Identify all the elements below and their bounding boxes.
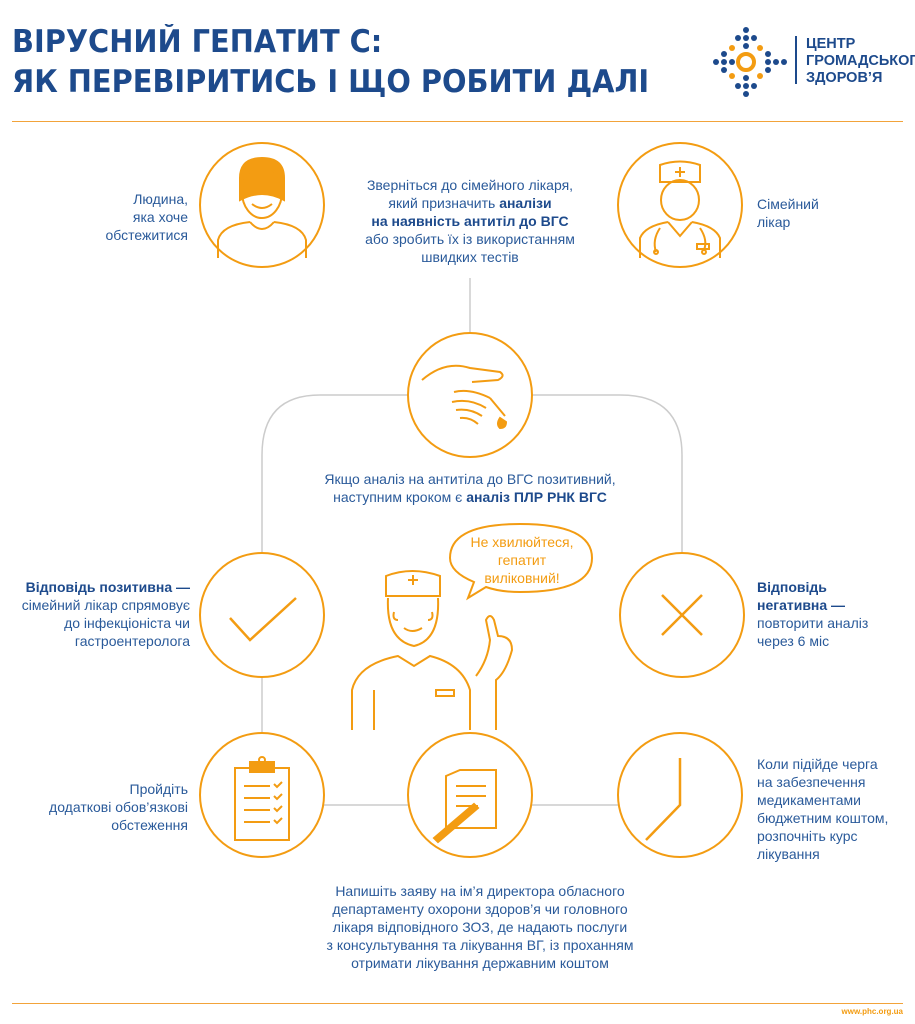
text-line: розпочніть курс (757, 828, 858, 844)
text-line: або зробить їх із використанням (365, 231, 575, 247)
text-line: обстежитися (105, 227, 188, 243)
text-line: лікаря відповідного ЗОЗ, де надають посл… (332, 919, 628, 935)
connectors (261, 278, 683, 806)
logo-line: ЦЕНТР (806, 36, 856, 52)
test-circle (407, 332, 533, 458)
text-line: обстеження (111, 817, 188, 833)
text-line: лікар (757, 214, 791, 230)
doctor-icon (639, 160, 721, 258)
person-icon (217, 156, 307, 258)
connector-line (261, 394, 408, 553)
bubble-line: виліковний! (484, 570, 560, 586)
clipboard-circle (199, 732, 325, 858)
text-bold: Відповідь позитивна — (25, 579, 190, 595)
text-line: Зверніться до сімейного лікаря, (366, 177, 574, 193)
person-circle (199, 142, 325, 268)
text-line: з консультування та лікування ВГ, із про… (326, 937, 634, 953)
bubble-line: Не хвилюйтеся, (470, 534, 574, 550)
central-doctor-icon (351, 570, 514, 730)
test-result-text: Якщо аналіз на антитіла до ВГС позитивни… (280, 470, 660, 506)
text-line: Якщо аналіз на антитіла до ВГС позитивни… (324, 471, 616, 487)
clipboard-icon (234, 756, 290, 841)
text-line: лікування (757, 846, 820, 862)
text-line: на забезпечення (757, 774, 866, 790)
bubble-line: гепатит (497, 552, 547, 568)
visit-doctor-text: Зверніться до сімейного лікаря, який при… (330, 176, 610, 266)
text-line: Сімейний (757, 196, 819, 212)
text-line: який призначить (388, 195, 500, 211)
application-text: Напишіть заяву на ім’я директора обласно… (290, 882, 670, 972)
logo-line: ГРОМАДСЬКОГО (806, 53, 915, 69)
text-line: через 6 міс (757, 633, 830, 649)
speech-bubble (448, 522, 594, 601)
text-line: яка хоче (132, 209, 188, 225)
page-title: ВІРУСНИЙ ГЕПАТИТ С: ЯК ПЕРЕВІРИТИСЬ І ЩО… (12, 22, 649, 102)
title-line: ВІРУСНИЙ ГЕПАТИТ С: (12, 24, 383, 60)
text-line: повторити аналіз (757, 615, 869, 631)
logo-text: ЦЕНТР ГРОМАДСЬКОГО ЗДОРОВ’Я (806, 36, 915, 87)
positive-circle (199, 552, 325, 678)
treatment-text: Коли підійде черга на забезпечення медик… (757, 755, 912, 863)
person-label: Людина, яка хоче обстежитися (60, 190, 188, 244)
text-line: отримати лікування державним коштом (351, 955, 609, 971)
bottom-divider (12, 1003, 903, 1004)
positive-text: Відповідь позитивна — сімейний лікар спр… (10, 578, 190, 650)
text-line: сімейний лікар спрямовує (21, 597, 190, 613)
doctor-label: Сімейний лікар (757, 195, 877, 231)
text-bold: аналіз ПЛР РНК ВГС (466, 489, 607, 505)
logo-divider (795, 36, 797, 84)
text-line: гастроентеролога (74, 633, 190, 649)
connector-line (532, 394, 683, 553)
cross-icon (661, 594, 703, 636)
text-line: Людина, (133, 191, 188, 207)
text-line: бюджетним коштом, (757, 810, 889, 826)
text-line: Коли підійде черга (757, 756, 878, 772)
text-line: наступним кроком є (333, 489, 467, 505)
text-bold: аналізи (499, 195, 552, 211)
negative-text: Відповідь негативна — повторити аналіз ч… (757, 578, 907, 650)
doctor-circle (617, 142, 743, 268)
text-line: медикаментами (757, 792, 861, 808)
text-line: Пройдіть (129, 781, 188, 797)
clock-icon (645, 758, 682, 841)
footer-url[interactable]: www.phc.org.ua (841, 1007, 903, 1016)
top-divider (12, 121, 903, 122)
logo-line: ЗДОРОВ’Я (806, 70, 883, 86)
logo-mark (713, 27, 787, 97)
checkmark-icon (229, 597, 297, 642)
hand-blood-test-icon (421, 364, 508, 430)
text-bold: на наявність антитіл до ВГС (371, 213, 569, 229)
text-line: Напишіть заяву на ім’я директора обласно… (335, 883, 625, 899)
text-bold: Відповідь (757, 579, 827, 595)
text-line: департаменту охорони здоров’я чи головно… (332, 901, 628, 917)
title-line: ЯК ПЕРЕВІРИТИСЬ І ЩО РОБИТИ ДАЛІ (12, 64, 650, 100)
text-line: додаткові обов’язкові (49, 799, 188, 815)
text-bold: негативна — (757, 597, 846, 613)
document-pen-icon (432, 769, 497, 844)
text-line: до інфекціоніста чи (64, 615, 190, 631)
speech-bubble-text: Не хвилюйтеся, гепатит виліковний! (452, 533, 592, 587)
exams-text: Пройдіть додаткові обов’язкові обстеженн… (20, 780, 188, 834)
text-line: швидких тестів (421, 249, 519, 265)
